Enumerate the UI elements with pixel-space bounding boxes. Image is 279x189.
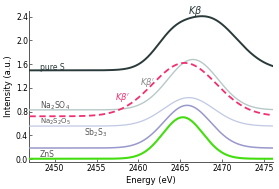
X-axis label: Energy (eV): Energy (eV)	[126, 176, 176, 185]
Y-axis label: Intensity (a.u.): Intensity (a.u.)	[4, 56, 13, 117]
Text: pure S: pure S	[40, 63, 64, 72]
Text: $K\beta'$: $K\beta'$	[140, 76, 155, 89]
Text: Na$_2$S$_2$O$_5$: Na$_2$S$_2$O$_5$	[40, 117, 71, 127]
Text: $K\beta$: $K\beta$	[188, 5, 203, 19]
Text: Na$_2$SO$_4$: Na$_2$SO$_4$	[40, 99, 70, 112]
Text: ZnS: ZnS	[40, 150, 54, 159]
Text: Sb$_2$S$_3$: Sb$_2$S$_3$	[84, 127, 107, 139]
Text: $K\beta'$: $K\beta'$	[115, 91, 130, 105]
